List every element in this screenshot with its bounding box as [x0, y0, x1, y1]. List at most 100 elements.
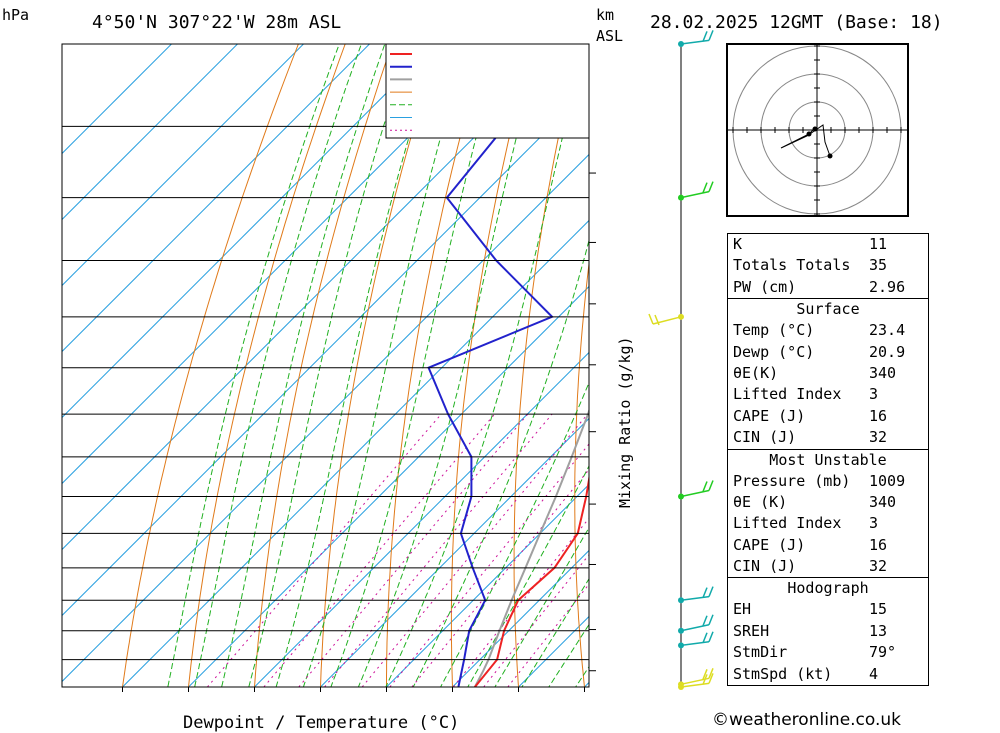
wind-barb-flag — [708, 181, 714, 192]
temperature-line — [474, 473, 589, 687]
stats-row: Totals Totals 35 — [728, 255, 928, 276]
stat-label: PW (cm) — [733, 277, 797, 296]
stat-value: 15 — [869, 600, 888, 619]
stats-row: EH 15 — [728, 599, 928, 620]
wind-barb-flag — [708, 631, 714, 643]
stat-value: 340 — [869, 363, 897, 382]
wind-barb — [680, 190, 710, 199]
wind-barb-flag — [708, 673, 714, 684]
wet-adiabat-line — [548, 623, 589, 687]
stat-label: Pressure (mb) — [733, 471, 851, 490]
wind-barb-flag — [654, 314, 660, 326]
wet-adiabat-line — [330, 44, 503, 687]
dry-adiabat-line — [121, 44, 299, 687]
isotherm-line — [385, 483, 589, 687]
stat-value: 32 — [869, 428, 888, 447]
dry-adiabat-line — [574, 259, 589, 687]
pressure-unit: hPa — [2, 6, 29, 24]
stats-row: CAPE (J) 16 — [728, 406, 928, 427]
hodograph-origin-point — [812, 126, 818, 132]
wind-profile — [648, 30, 714, 690]
wind-barb-flag — [702, 31, 708, 42]
wet-adiabat-line — [357, 44, 541, 687]
mixing-ratio-axis-label: Mixing Ratio (g/kg) — [616, 336, 634, 508]
stat-value: 79° — [869, 643, 897, 662]
stat-value: 35 — [869, 256, 888, 275]
hodograph — [726, 43, 909, 217]
stat-label: CAPE (J) — [733, 535, 806, 554]
dewpoint-line — [427, 44, 554, 687]
plot-frame — [61, 43, 590, 688]
dry-adiabat-line — [952, 7, 1000, 713]
dry-adiabat-line — [319, 44, 440, 687]
hodograph-stats-title: Hodograph — [787, 579, 869, 598]
stat-value: 3 — [869, 514, 879, 533]
wind-barb — [680, 682, 710, 688]
stat-label: CAPE (J) — [733, 406, 806, 425]
stat-value: 20.9 — [869, 342, 906, 361]
stat-label: StmDir — [733, 643, 788, 662]
axes — [61, 43, 596, 692]
hodograph-storm-point — [806, 131, 812, 137]
wind-barb — [680, 677, 710, 686]
stat-value: 4 — [869, 664, 879, 683]
wind-barb — [680, 39, 710, 45]
stats-panel: K 11 Totals Totals 35 PW (cm) 2.96 Surface Te… — [727, 233, 929, 687]
wind-barb — [680, 595, 710, 601]
dry-adiabat-line — [691, 7, 727, 713]
stat-label: θE(K) — [733, 363, 779, 382]
wind-barb — [680, 489, 710, 498]
stats-row: SREH 13 — [728, 621, 928, 642]
wet-adiabat-line — [494, 526, 589, 687]
dry-adiabat-line — [513, 44, 580, 687]
wind-barb — [680, 623, 710, 632]
location-title: 4°50'N 307°22'W 28m ASL — [92, 12, 341, 33]
stats-most-unstable: Most Unstable Pressure (mb) 1009 θE (K) 340… — [728, 450, 928, 579]
wind-barb-flag — [702, 587, 708, 598]
most-unstable-title: Most Unstable — [769, 450, 887, 469]
isotherm-line — [62, 44, 305, 287]
wind-barb-flag — [708, 614, 714, 626]
datetime-title: 28.02.2025 12GMT (Base: 18) — [650, 12, 943, 33]
wet-adiabat-line — [221, 44, 386, 687]
stat-label: CIN (J) — [733, 428, 797, 447]
wind-barb-flag — [702, 481, 708, 492]
stats-row: StmSpd (kt) 4 — [728, 664, 928, 685]
stats-row: Lifted Index 3 — [728, 513, 928, 534]
stat-value: 2.96 — [869, 277, 906, 296]
isotherm-line — [62, 44, 371, 353]
isotherm-line — [62, 153, 589, 683]
stats-row: K 11 — [728, 234, 928, 255]
stat-label: Dewp (°C) — [733, 342, 815, 361]
stat-label: CIN (J) — [733, 557, 797, 576]
isotherm-line — [451, 549, 589, 687]
stats-row: CIN (J) 32 — [728, 556, 928, 577]
wind-barb-flag — [648, 313, 654, 325]
stat-value: 11 — [869, 235, 888, 253]
stat-label: SREH — [733, 621, 770, 640]
wet-adiabat-line — [412, 238, 589, 687]
stats-row: Lifted Index 3 — [728, 384, 928, 405]
stat-label: K — [733, 235, 743, 253]
stat-label: Lifted Index — [733, 514, 842, 533]
wet-adiabat-line — [302, 44, 469, 687]
stat-value: 32 — [869, 557, 888, 576]
x-axis-label: Dewpoint / Temperature (°C) — [183, 713, 459, 733]
stat-label: Temp (°C) — [733, 321, 815, 340]
isotherm-line — [62, 44, 239, 221]
mixing-ratio-line — [298, 413, 529, 687]
wet-adiabat-line — [521, 577, 589, 687]
wind-barb — [680, 641, 710, 647]
dry-adiabat-line — [253, 44, 393, 687]
stat-value: 340 — [869, 492, 897, 511]
stats-surface: Surface Temp (°C) 23.4 Dewp (°C) 20.9 θE(K) 3… — [728, 299, 928, 450]
isotherm-line — [62, 44, 437, 419]
wind-barb-flag — [702, 669, 708, 680]
wet-adiabat-line — [385, 44, 586, 687]
stats-row: CIN (J) 32 — [728, 427, 928, 448]
mixing-ratio-line — [324, 413, 553, 687]
stats-row: θE (K) 340 — [728, 492, 928, 513]
stat-label: Lifted Index — [733, 385, 842, 404]
mixing-ratio-line — [389, 443, 589, 687]
wet-adiabat-line — [248, 44, 411, 687]
